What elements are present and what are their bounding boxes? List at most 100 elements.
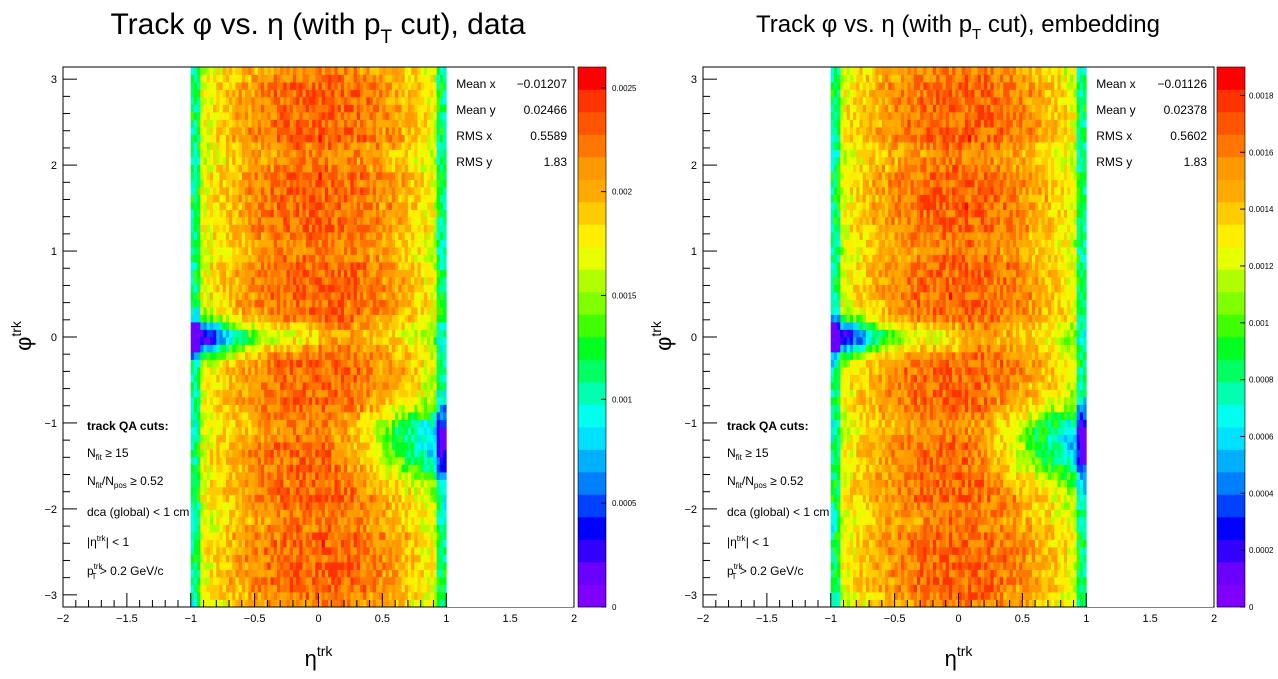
heatmap-cell [372, 247, 377, 255]
heatmap-cell [369, 82, 374, 90]
heatmap-cell [264, 502, 268, 510]
heatmap-cell [235, 299, 240, 308]
heatmap-cell [225, 434, 230, 443]
heatmap-cell [404, 532, 409, 540]
heatmap-cell [315, 599, 319, 608]
heatmap-cell [385, 307, 390, 315]
heatmap-cell [356, 599, 361, 608]
heatmap-cell [245, 284, 249, 293]
heatmap-cell [302, 269, 307, 278]
heatmap-cell [324, 412, 329, 420]
heatmap-cell [197, 419, 201, 428]
heatmap-cell [273, 307, 278, 315]
heatmap-cell [248, 577, 252, 585]
heatmap-cell [353, 254, 358, 263]
heatmap-cell [238, 149, 243, 158]
heatmap-cell [296, 307, 300, 315]
heatmap-cell [193, 284, 198, 293]
heatmap-cell [366, 479, 370, 488]
heatmap-cell [401, 539, 406, 548]
heatmap-cell [193, 479, 198, 488]
heatmap-cell [388, 269, 393, 278]
heatmap-cell [203, 584, 208, 593]
heatmap-cell [232, 299, 236, 308]
heatmap-cell [347, 547, 351, 555]
heatmap-cell [219, 389, 224, 398]
heatmap-cell [407, 217, 412, 225]
heatmap-cell [248, 112, 252, 120]
heatmap-cell [318, 487, 323, 495]
heatmap-cell [203, 119, 208, 128]
heatmap-cell [261, 479, 265, 488]
heatmap-cell [273, 142, 278, 150]
heatmap-cell [257, 539, 262, 548]
heatmap-cell [200, 599, 204, 608]
heatmap-cell [245, 292, 249, 300]
heatmap-cell [206, 337, 211, 345]
heatmap-cell [360, 217, 364, 225]
heatmap-cell [203, 494, 208, 503]
heatmap-cell [241, 569, 246, 578]
heatmap-cell [305, 457, 310, 465]
heatmap-cell [254, 382, 259, 390]
heatmap-cell [280, 562, 284, 570]
heatmap-cell [296, 157, 300, 165]
heatmap-cell [219, 314, 224, 323]
heatmap-cell [193, 532, 198, 540]
heatmap-cell [209, 532, 214, 540]
heatmap-cell [356, 427, 361, 435]
heatmap-cell [337, 89, 342, 98]
heatmap-cell [334, 194, 339, 203]
heatmap-cell [388, 584, 393, 593]
heatmap-cell [261, 149, 265, 158]
heatmap-cell [344, 382, 348, 390]
heatmap-cell [225, 382, 230, 390]
heatmap-cell [289, 292, 294, 300]
heatmap-cell [292, 554, 297, 563]
heatmap-cell [382, 119, 386, 128]
heatmap-cell [385, 532, 390, 540]
heatmap-cell [321, 359, 326, 368]
heatmap-cell [286, 134, 291, 143]
heatmap-cell [200, 419, 204, 428]
heatmap-cell [209, 577, 214, 585]
heatmap-cell [289, 592, 294, 600]
heatmap-cell [222, 314, 227, 323]
heatmap-cell [391, 457, 396, 465]
heatmap-cell [296, 562, 300, 570]
heatmap-cell [213, 427, 217, 435]
heatmap-cell [254, 284, 259, 293]
heatmap-cell [312, 404, 316, 413]
heatmap-cell [299, 472, 303, 480]
heatmap-cell [257, 299, 262, 308]
heatmap-cell [401, 344, 406, 353]
heatmap-cell [283, 224, 287, 233]
heatmap-cell [391, 194, 396, 203]
heatmap-cell [411, 427, 415, 435]
heatmap-cell [407, 592, 412, 600]
heatmap-cell [324, 329, 329, 338]
heatmap-cell [216, 67, 220, 75]
heatmap-cell [280, 307, 284, 315]
heatmap-cell [369, 442, 374, 450]
heatmap-cell [385, 284, 390, 293]
heatmap-cell [206, 577, 211, 585]
heatmap-cell [238, 449, 243, 458]
heatmap-cell [206, 134, 211, 143]
heatmap-cell [264, 292, 268, 300]
heatmap-cell [251, 427, 256, 435]
heatmap-cell [395, 547, 399, 555]
heatmap-cell [340, 172, 345, 180]
heatmap-cell [328, 434, 332, 443]
heatmap-cell [350, 224, 355, 233]
heatmap-cell [375, 389, 380, 398]
heatmap-cell [324, 142, 329, 150]
heatmap-cell [222, 322, 227, 330]
heatmap-cell [388, 532, 393, 540]
heatmap-cell [379, 389, 383, 398]
heatmap-cell [312, 119, 316, 128]
heatmap-cell [216, 217, 220, 225]
heatmap-cell [283, 134, 287, 143]
heatmap-cell [248, 434, 252, 443]
heatmap-cell [340, 532, 345, 540]
